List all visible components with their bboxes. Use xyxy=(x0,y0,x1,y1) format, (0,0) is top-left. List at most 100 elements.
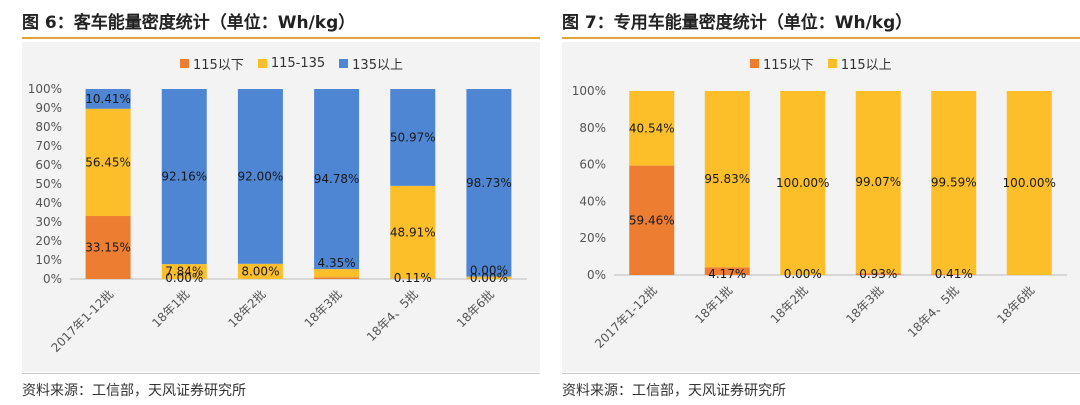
y-tick-label: 80% xyxy=(35,120,62,134)
bar-segment xyxy=(931,274,977,275)
chart-legend: 115以下 115以上 xyxy=(750,54,892,73)
bar-segment xyxy=(314,269,360,278)
data-label: 40.54% xyxy=(629,121,675,135)
data-label: 100.00% xyxy=(776,176,829,190)
source-rule xyxy=(22,373,540,374)
bar-segment xyxy=(237,263,283,279)
bar-segment xyxy=(314,277,360,279)
y-tick-label: 20% xyxy=(35,234,62,248)
data-label: 95.83% xyxy=(704,172,750,186)
data-label: 94.78% xyxy=(314,172,360,186)
bar-segment xyxy=(704,91,750,268)
legend-item: 115以上 xyxy=(827,54,892,73)
data-label: 4.35% xyxy=(318,256,356,270)
data-label: 8.00% xyxy=(241,264,279,278)
special-vehicle-energy-density-chart: 0% 20% 40% 60% 80% 100% 59.46% 40.54% 2017年1-12批… xyxy=(572,84,1067,351)
x-tick-label: 18年3批 xyxy=(843,283,887,327)
x-tick-label: 18年2批 xyxy=(225,287,269,331)
y-tick-label: 0% xyxy=(43,272,62,286)
legend-label: 115以上 xyxy=(840,58,892,73)
data-label: 59.46% xyxy=(629,213,675,227)
bar-segment xyxy=(85,88,131,109)
bar-segment xyxy=(466,276,512,279)
y-tick-label: 40% xyxy=(579,194,606,208)
bar-segment xyxy=(704,267,750,275)
bar-segment xyxy=(161,264,207,279)
bar-segment xyxy=(629,91,675,166)
y-tick-label: 30% xyxy=(35,215,62,229)
data-label: 99.59% xyxy=(931,176,977,190)
y-tick-label: 80% xyxy=(579,121,606,135)
x-tick-label: 18年6批 xyxy=(453,287,497,331)
legend-swatch xyxy=(750,59,759,68)
bar-segment xyxy=(390,89,436,186)
data-label: 0.41% xyxy=(935,267,973,281)
legend-item: 115以下 xyxy=(180,54,244,73)
legend-swatch xyxy=(339,59,349,68)
source-rule xyxy=(562,373,1080,374)
bar-segment xyxy=(85,216,131,279)
title-rule xyxy=(562,37,1080,39)
bar-segment xyxy=(1006,91,1052,275)
data-label: 100.00% xyxy=(1003,176,1056,190)
x-tick-label: 18年6批 xyxy=(994,283,1038,327)
x-tick-label: 18年1批 xyxy=(692,283,736,327)
y-tick-label: 70% xyxy=(35,139,62,153)
data-label: 48.91% xyxy=(390,225,436,239)
legend-swatch xyxy=(257,59,267,68)
y-tick-label: 10% xyxy=(35,253,62,267)
source-note: 资料来源：工信部，天风证券研究所 xyxy=(562,383,786,399)
y-tick-label: 20% xyxy=(579,231,606,245)
bar-segment xyxy=(629,165,675,275)
data-label: 0.11% xyxy=(394,271,432,285)
legend-swatch xyxy=(180,59,189,68)
data-label: 0.00% xyxy=(470,264,508,278)
x-tick-label: 2017年1-12批 xyxy=(591,283,659,351)
title-rule xyxy=(22,37,540,39)
legend-item: 115-135 xyxy=(257,54,326,73)
data-label: 92.00% xyxy=(238,169,284,183)
x-tick-label: 18年4、5批 xyxy=(363,287,421,345)
bar-segment xyxy=(855,91,901,274)
legend-label: 115-135 xyxy=(270,56,326,71)
data-label: 7.84% xyxy=(165,265,203,279)
data-label: 4.17% xyxy=(708,267,746,281)
y-tick-label: 90% xyxy=(35,101,62,115)
bar-segment xyxy=(855,273,901,275)
bar-segment xyxy=(85,108,131,217)
y-tick-label: 40% xyxy=(35,196,62,210)
bus-chart-area: 115以下 115-135 135以上 0% 10% 20% 30% 40% 50% 60% 70… xyxy=(22,42,540,372)
y-tick-label: 50% xyxy=(35,177,62,191)
bar-segment xyxy=(931,91,977,275)
bus-energy-density-panel: 图 6：客车能量密度统计（单位：Wh/kg） 115以下 115-135 135以上… xyxy=(22,0,540,405)
x-tick-label: 18年2批 xyxy=(767,283,811,327)
data-label: 92.16% xyxy=(161,170,207,184)
x-tick-label: 18年4、5批 xyxy=(904,283,962,341)
legend-item: 135以上 xyxy=(339,54,403,73)
bar-segment xyxy=(780,91,826,275)
special-vehicle-chart-area: 115以下 115以上 0% 20% 40% 60% 80% 100% 59.46% 40.54… xyxy=(562,42,1080,372)
panel-title: 图 7：专用车能量密度统计（单位：Wh/kg） xyxy=(562,13,913,33)
y-tick-label: 100% xyxy=(28,82,62,96)
data-label: 98.73% xyxy=(466,176,512,190)
legend-swatch xyxy=(827,59,837,68)
data-label: 56.45% xyxy=(85,155,131,169)
bar-segment xyxy=(466,89,512,277)
data-label: 0.93% xyxy=(859,267,897,281)
y-tick-label: 60% xyxy=(35,158,62,172)
bar-segment xyxy=(237,89,283,264)
bar-segment xyxy=(314,89,360,270)
bar-segment xyxy=(161,89,207,265)
data-label: 0.00% xyxy=(165,271,203,285)
panel-title: 图 6：客车能量密度统计（单位：Wh/kg） xyxy=(22,13,356,33)
x-tick-label: 18年3批 xyxy=(301,287,345,331)
y-tick-label: 0% xyxy=(587,268,606,282)
data-label: 10.41% xyxy=(85,92,131,106)
y-tick-label: 100% xyxy=(572,84,606,98)
bar-segment xyxy=(390,185,436,279)
legend-label: 115以下 xyxy=(763,58,814,73)
source-note: 资料来源：工信部，天风证券研究所 xyxy=(22,383,246,399)
data-label: 0.00% xyxy=(784,267,822,281)
legend-label: 115以下 xyxy=(193,58,244,73)
chart-legend: 115以下 115-135 135以上 xyxy=(180,54,403,73)
